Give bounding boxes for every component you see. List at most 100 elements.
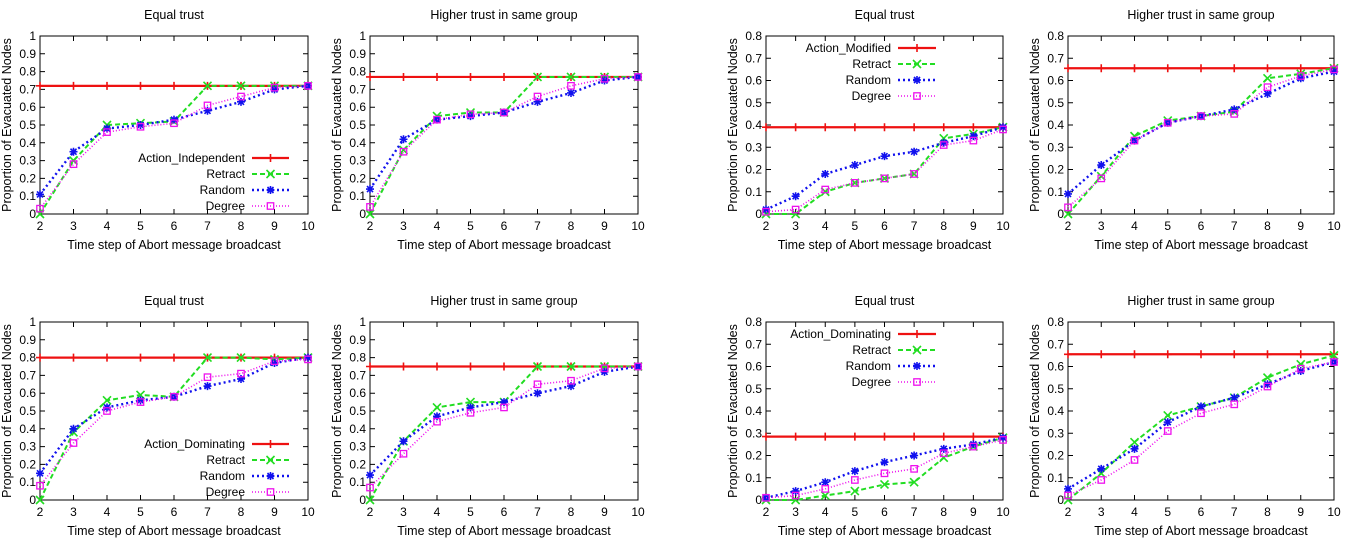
data-point-retract	[202, 81, 213, 91]
y-tick-label: 0.7	[745, 51, 762, 65]
data-point-retract	[532, 361, 543, 372]
legend: Action_Dominating Retract Random Degree	[144, 437, 289, 499]
data-point-action	[36, 81, 44, 90]
data-point-degree	[466, 110, 475, 119]
y-tick-label: 0.6	[19, 100, 36, 114]
data-point-action	[433, 72, 441, 81]
data-point-action	[1230, 64, 1239, 73]
data-point-random	[500, 108, 508, 117]
legend-marker-action	[266, 440, 275, 448]
series-line-retract	[39, 84, 308, 215]
legend-marker-random	[266, 472, 275, 480]
data-point-retract	[1262, 73, 1273, 83]
data-point-degree	[880, 469, 889, 478]
x-tick-label: 4	[104, 219, 111, 233]
data-point-degree	[1163, 118, 1172, 127]
y-tick-label: 0.2	[349, 171, 366, 185]
x-tick-label: 2	[1065, 505, 1072, 519]
legend-label-retract: Retract	[852, 343, 891, 357]
x-tick-label: 4	[1131, 219, 1138, 233]
data-point-random	[1330, 67, 1338, 76]
data-point-random	[969, 440, 978, 449]
data-point-action	[791, 432, 800, 441]
data-point-degree	[1097, 174, 1106, 183]
x-tick-label: 7	[911, 505, 918, 519]
y-tick-label: 0.5	[349, 118, 366, 132]
x-tick-label: 6	[171, 505, 178, 519]
chart-title: Higher trust in same group	[430, 294, 577, 308]
series-line-degree	[1067, 68, 1335, 208]
data-point-degree	[999, 436, 1007, 444]
series-line-retract	[1067, 354, 1335, 501]
y-tick-label: 1	[359, 29, 366, 43]
y-tick-label: 0.7	[19, 82, 36, 96]
legend-marker-degree	[266, 488, 275, 496]
data-point-random	[466, 112, 475, 121]
x-axis-label: Time step of Abort message broadcast	[397, 524, 611, 538]
series-line-degree	[765, 128, 1004, 213]
data-point-random	[203, 382, 212, 391]
data-point-random	[910, 147, 919, 156]
legend-marker-retract	[265, 169, 276, 179]
data-point-degree	[851, 178, 859, 187]
y-tick-label: 0	[359, 207, 366, 221]
y-tick-label: 0.5	[1047, 96, 1064, 110]
legend-marker-random	[913, 362, 921, 370]
data-point-random	[533, 389, 542, 398]
x-tick-label: 5	[852, 505, 859, 519]
y-tick-label: 0.5	[745, 96, 762, 110]
data-point-random	[1230, 393, 1239, 402]
data-point-action	[500, 362, 508, 371]
legend-label-action: Action_Independent	[138, 151, 245, 165]
legend-label-random: Random	[846, 359, 891, 373]
y-tick-label: 0	[755, 207, 762, 221]
y-tick-label: 0.1	[19, 475, 36, 489]
y-tick-label: 0	[1057, 493, 1064, 507]
data-point-random	[850, 467, 859, 476]
data-point-degree	[910, 170, 918, 178]
chart-title: Equal trust	[144, 294, 204, 308]
y-tick-label: 0.8	[745, 29, 762, 43]
data-point-random	[433, 115, 441, 124]
y-tick-label: 0.9	[349, 47, 366, 61]
data-point-retract	[365, 209, 375, 219]
legend-label-action: Action_Dominating	[790, 327, 891, 341]
chart-panel-4: Higher trust in same group 0 0.1 0.2 0.3 0.4 0…	[1028, 8, 1341, 252]
data-point-degree	[533, 92, 542, 101]
data-point-action	[821, 432, 830, 441]
x-tick-label: 6	[1198, 219, 1205, 233]
data-point-degree	[36, 204, 44, 213]
x-tick-label: 10	[301, 505, 315, 519]
data-point-degree	[136, 398, 145, 406]
plot-frame	[1067, 35, 1335, 215]
data-point-random	[600, 76, 609, 85]
data-point-random	[1097, 464, 1106, 473]
x-tick-label: 10	[1327, 219, 1341, 233]
x-tick-label: 7	[204, 219, 211, 233]
series-line-random	[1067, 70, 1335, 195]
legend-marker-action	[913, 44, 921, 52]
y-tick-label: 0.7	[745, 337, 762, 351]
y-tick-label: 0.4	[745, 404, 762, 418]
data-point-retract	[102, 395, 112, 405]
y-tick-label: 0.5	[19, 404, 36, 418]
data-point-random	[1064, 189, 1072, 198]
data-point-degree	[103, 128, 111, 136]
y-tick-label: 0.7	[349, 82, 366, 96]
series-line-degree	[1067, 361, 1335, 497]
y-tick-label: 0.5	[349, 404, 366, 418]
data-point-random	[203, 106, 212, 115]
data-point-action	[1296, 350, 1305, 359]
chart-title: Higher trust in same group	[1127, 8, 1274, 22]
legend-marker-random	[266, 186, 275, 194]
data-point-random	[880, 152, 889, 161]
data-point-degree	[1230, 110, 1239, 118]
x-tick-label: 9	[271, 219, 278, 233]
data-point-degree	[399, 449, 408, 458]
y-tick-label: 0.1	[1047, 185, 1064, 199]
data-point-random	[36, 190, 44, 199]
x-axis-label: Time step of Abort message broadcast	[778, 238, 992, 252]
data-point-degree	[1130, 136, 1139, 145]
data-point-action	[880, 432, 889, 441]
x-tick-label: 10	[631, 219, 645, 233]
